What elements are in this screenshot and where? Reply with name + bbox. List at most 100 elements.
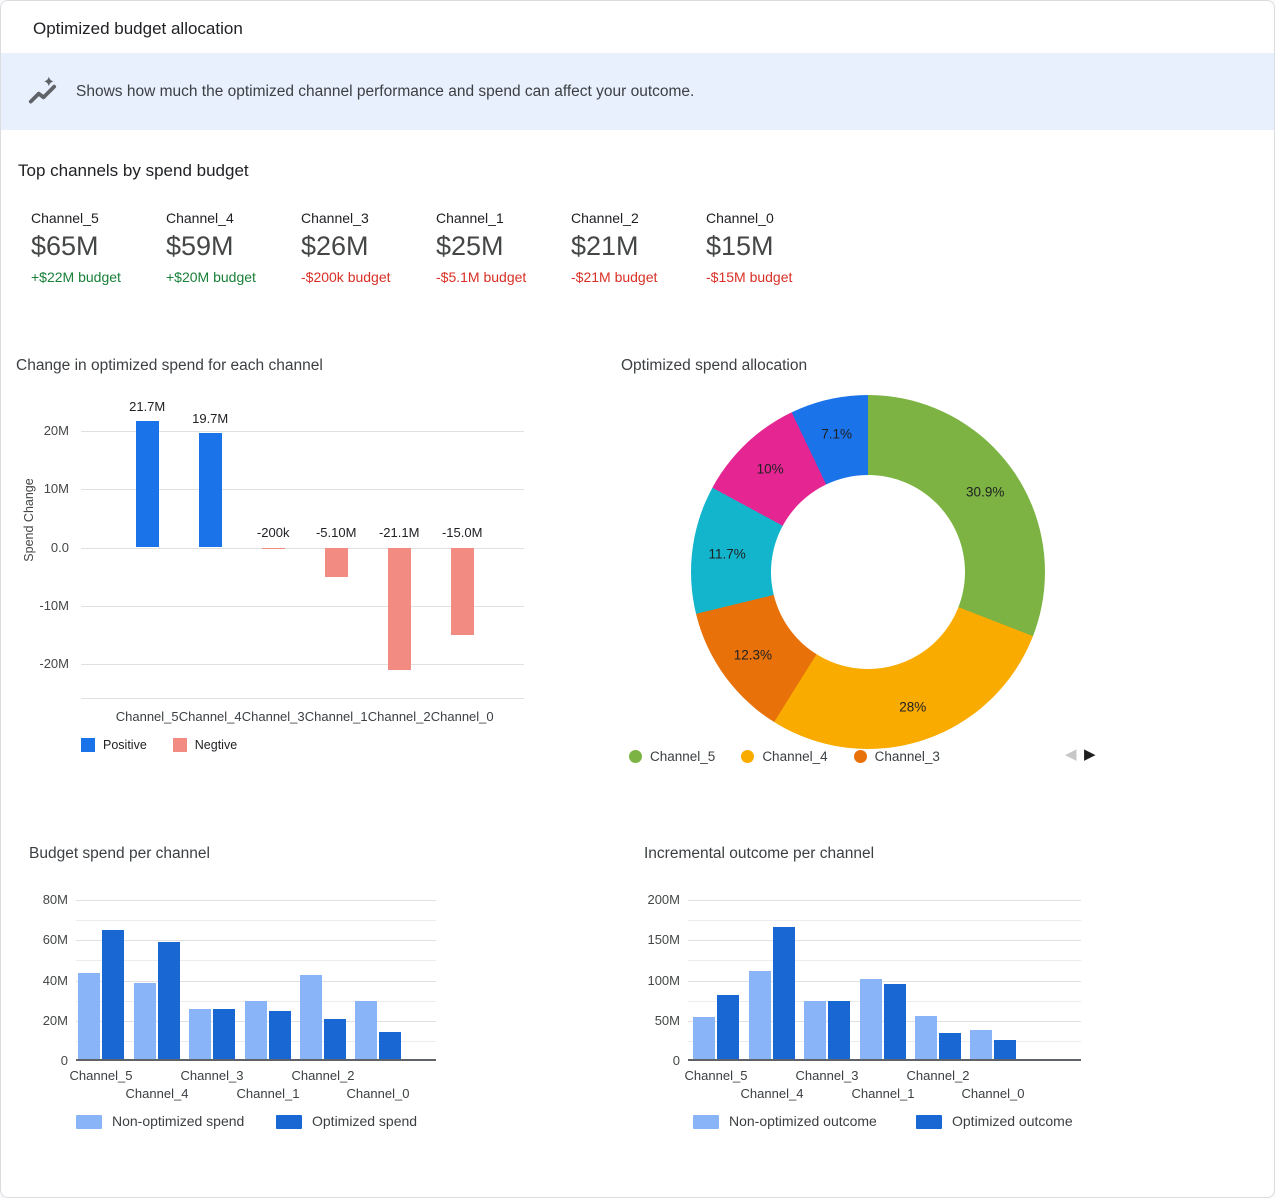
bar-Channel_4-optimized[interactable]	[158, 942, 180, 1059]
y-tick-label: 80M	[22, 892, 68, 907]
legend-label-negative: Negtive	[195, 738, 237, 752]
gridline	[76, 981, 436, 982]
bar-value-label: 19.7M	[180, 411, 240, 426]
bar-Channel_1-optimized[interactable]	[884, 984, 906, 1059]
x-axis-baseline	[688, 1059, 1081, 1061]
gridline	[81, 664, 524, 665]
bar-Channel_5-non-optimized[interactable]	[693, 1017, 715, 1059]
channel-value: $25M	[436, 231, 571, 262]
bar-Channel_1[interactable]	[325, 548, 348, 578]
plot-area	[81, 396, 524, 699]
plot-area	[688, 893, 1081, 1061]
gridline	[688, 940, 1081, 941]
channel-name: Channel_2	[571, 210, 706, 226]
channel-name: Channel_4	[166, 210, 301, 226]
bar-Channel_5-optimized[interactable]	[102, 930, 124, 1059]
bar-Channel_2[interactable]	[388, 548, 411, 671]
slice-label-Channel_4: 28%	[899, 699, 926, 714]
channel-value: $26M	[301, 231, 436, 262]
bar-Channel_0[interactable]	[451, 548, 474, 635]
bar-Channel_4-non-optimized[interactable]	[749, 971, 771, 1059]
slice-label-Channel_5: 30.9%	[966, 484, 1004, 499]
bar-Channel_2-non-optimized[interactable]	[300, 975, 322, 1059]
x-tick-label: Channel_5	[676, 1068, 756, 1083]
legend-swatch-non-optimized	[693, 1115, 719, 1129]
legend-label-non-optimized: Non-optimized spend	[112, 1113, 244, 1129]
legend-dot-channel-4	[741, 750, 754, 763]
optimization-report-card: Optimized budget allocation Shows how mu…	[0, 0, 1275, 1198]
legend-next-icon[interactable]: ▶	[1084, 745, 1096, 765]
bar-value-label: -200k	[243, 525, 303, 540]
y-tick-label: 50M	[634, 1013, 680, 1028]
minor-gridline	[688, 920, 1081, 921]
bar-Channel_2-non-optimized[interactable]	[915, 1016, 937, 1059]
bar-Channel_1-non-optimized[interactable]	[860, 979, 882, 1059]
legend-label-optimized: Optimized outcome	[952, 1113, 1073, 1129]
bar-Channel_3-optimized[interactable]	[828, 1001, 850, 1059]
bar-Channel_3[interactable]	[262, 548, 285, 550]
channel-card: Channel_4 $59M +$20M budget	[166, 210, 301, 285]
channel-card: Channel_5 $65M +$22M budget	[31, 210, 166, 285]
bar-Channel_0-optimized[interactable]	[379, 1032, 401, 1059]
x-tick-label: Channel_4	[117, 1086, 197, 1101]
bar-Channel_4-non-optimized[interactable]	[134, 983, 156, 1059]
channel-name: Channel_3	[301, 210, 436, 226]
bar-Channel_2-optimized[interactable]	[939, 1033, 961, 1059]
y-tick-label: 20M	[23, 423, 69, 438]
top-channels-heading: Top channels by spend budget	[18, 161, 249, 181]
legend-prev-icon: ◀	[1065, 745, 1077, 765]
y-tick-label: 0.0	[23, 540, 69, 555]
chart-budget-spend: Budget spend per channel Non-optimized s…	[1, 831, 601, 1198]
chart-title: Change in optimized spend for each chann…	[16, 357, 323, 375]
bar-Channel_2-optimized[interactable]	[324, 1019, 346, 1059]
channel-card: Channel_3 $26M -$200k budget	[301, 210, 436, 285]
x-tick-label: Channel_0	[422, 709, 502, 724]
banner-text: Shows how much the optimized channel per…	[76, 83, 694, 101]
legend-swatch-negative	[173, 738, 187, 752]
bar-Channel_5-non-optimized[interactable]	[78, 973, 100, 1059]
legend-label-positive: Positive	[103, 738, 147, 752]
bar-Channel_5-optimized[interactable]	[717, 995, 739, 1059]
x-axis-baseline	[76, 1059, 436, 1061]
y-tick-label: 200M	[634, 892, 680, 907]
page-title: Optimized budget allocation	[1, 1, 1274, 56]
bar-Channel_4-optimized[interactable]	[773, 927, 795, 1059]
y-tick-label: 0	[634, 1053, 680, 1068]
slice-label-Channel_0: 7.1%	[821, 426, 852, 441]
bar-Channel_3-optimized[interactable]	[213, 1009, 235, 1059]
legend-swatch-non-optimized	[76, 1115, 102, 1129]
channel-delta: +$22M budget	[31, 269, 166, 285]
y-tick-label: 40M	[22, 973, 68, 988]
info-banner: Shows how much the optimized channel per…	[1, 53, 1274, 130]
insights-icon	[26, 75, 60, 109]
channel-card: Channel_1 $25M -$5.1M budget	[436, 210, 571, 285]
legend-swatch-positive	[81, 738, 95, 752]
minor-gridline	[688, 960, 1081, 961]
channel-value: $15M	[706, 231, 841, 262]
bar-Channel_0-non-optimized[interactable]	[970, 1030, 992, 1059]
channel-delta: -$15M budget	[706, 269, 841, 285]
gridline	[76, 900, 436, 901]
bar-Channel_1-non-optimized[interactable]	[245, 1001, 267, 1059]
bar-Channel_5[interactable]	[136, 421, 159, 547]
x-tick-label: Channel_0	[953, 1086, 1033, 1101]
bar-Channel_0-non-optimized[interactable]	[355, 1001, 377, 1059]
legend-label-optimized: Optimized spend	[312, 1113, 417, 1129]
chart-spend-allocation: Optimized spend allocation Channel_5 Cha…	[601, 341, 1221, 821]
bar-Channel_4[interactable]	[199, 433, 222, 548]
bar-Channel_3-non-optimized[interactable]	[804, 1001, 826, 1059]
x-tick-label: Channel_1	[228, 1086, 308, 1101]
bar-Channel_0-optimized[interactable]	[994, 1040, 1016, 1059]
legend-dot-channel-5	[629, 750, 642, 763]
legend-label: Channel_3	[875, 749, 940, 764]
channel-name: Channel_1	[436, 210, 571, 226]
bar-Channel_1-optimized[interactable]	[269, 1011, 291, 1059]
legend-label: Channel_4	[762, 749, 827, 764]
donut-hole	[771, 475, 965, 669]
donut-legend: Channel_5 Channel_4 Channel_3	[629, 749, 966, 764]
y-tick-label: 60M	[22, 932, 68, 947]
y-tick-label: 100M	[634, 973, 680, 988]
bar-Channel_3-non-optimized[interactable]	[189, 1009, 211, 1059]
bar-value-label: 21.7M	[117, 399, 177, 414]
y-tick-label: -10M	[23, 598, 69, 613]
